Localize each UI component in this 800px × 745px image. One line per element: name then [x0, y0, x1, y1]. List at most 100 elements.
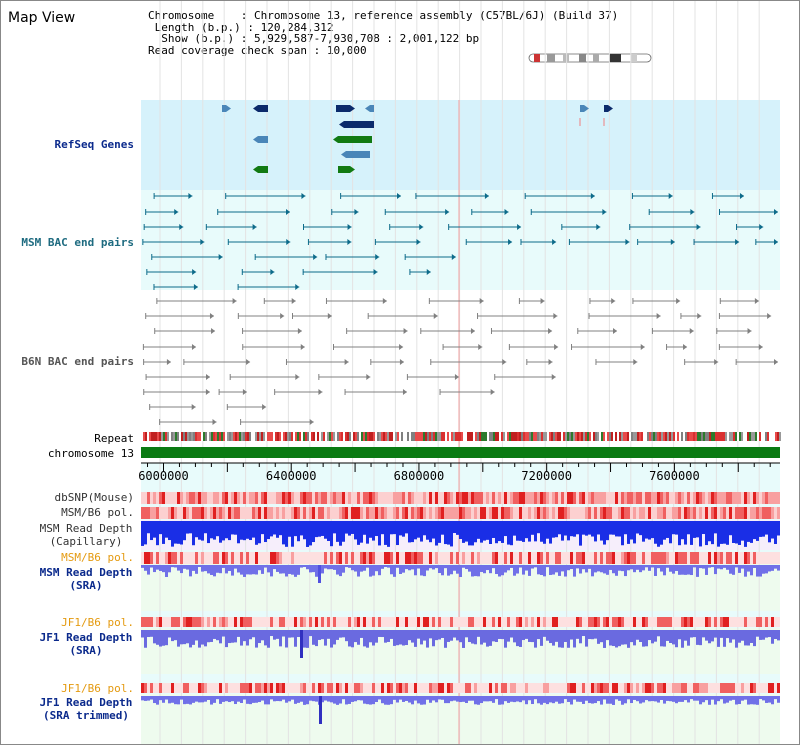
b6n-bac-pair-arrow [551, 374, 556, 380]
jf1-sra-depth-bar [219, 630, 222, 644]
repeat-segment [545, 432, 547, 441]
msm-capillary-depth-bar [231, 521, 234, 535]
jf1-sra-depth-bar [573, 630, 576, 648]
msm-capillary-depth-bar [750, 521, 753, 543]
jf1-b6-pol2-segment [195, 683, 198, 693]
msm-capillary-depth-bar [459, 521, 462, 540]
msm-sra-depth-bar [564, 565, 567, 577]
jf1-b6-pol2-segment [753, 683, 756, 693]
msm-sra-depth-bar [180, 565, 183, 574]
msm-b6-pol2-segment [639, 552, 642, 564]
b6n-bac-pair-arrow [633, 359, 638, 365]
msm-bac-pair-arrow [313, 254, 318, 260]
msm-b6-pol2-segment [777, 552, 780, 564]
jf1-trim-depth-bar [660, 696, 663, 701]
repeat-segment [407, 432, 409, 441]
jf1-sra-depth-bar [294, 630, 297, 647]
b6n-bac-pair-arrow [366, 374, 371, 380]
jf1-trim-depth-bar [699, 696, 702, 705]
msm-capillary-depth-bar [153, 521, 156, 538]
repeat-segment [743, 432, 745, 441]
msm-capillary-depth-bar [189, 521, 192, 534]
msm-sra-depth-bar [603, 565, 606, 574]
repeat-segment [141, 432, 143, 441]
msm-capillary-depth-bar [297, 521, 300, 542]
msm-sra-depth-bar [651, 565, 654, 568]
dbsnp-segment [210, 492, 213, 504]
msm-capillary-depth-bar [633, 521, 636, 544]
repeat-segment [349, 432, 351, 441]
msm-sra-depth-bar [297, 565, 300, 575]
repeat-segment [581, 432, 583, 441]
msm-b6-pol-segment [210, 507, 213, 519]
dbsnp-segment [531, 492, 534, 504]
jf1-sra-depth-bar [327, 630, 330, 639]
msm-b6-pol2-segment [600, 552, 603, 564]
msm-b6-pol-segment [756, 507, 759, 519]
msm-capillary-depth-bar [294, 521, 297, 537]
msm-b6-pol2-segment [462, 552, 465, 564]
jf1-sra-depth-bar [663, 630, 666, 647]
jf1-b6-pol2-segment [513, 683, 516, 693]
msm-b6-pol-segment [345, 507, 348, 519]
msm-capillary-depth-bar [234, 521, 237, 535]
jf1-b6-pol2-segment [711, 683, 714, 693]
jf1-b6-pol-segment [234, 617, 237, 627]
msm-sra-depth-bar [324, 565, 327, 569]
jf1-b6-pol-segment [321, 617, 324, 627]
msm-b6-pol-segment [333, 507, 336, 519]
msm-sra-depth-bar [705, 565, 708, 575]
msm-sra-depth-bar [195, 565, 198, 574]
msm-b6-pol2-segment [624, 552, 627, 564]
repeat-segment [529, 432, 531, 441]
jf1-trim-depth-bar [300, 696, 303, 702]
chromosome-ideogram[interactable] [527, 52, 653, 64]
msm-sra-depth-bar [372, 565, 375, 576]
msm-b6-pol2-segment [453, 552, 456, 564]
label-jf1-b6-pol-1: JF1/B6 pol. [61, 616, 134, 629]
jf1-b6-pol-segment [498, 617, 501, 627]
repeat-segment [609, 432, 611, 441]
msm-b6-pol2-segment [738, 552, 741, 564]
jf1-sra-depth-bar [765, 630, 768, 638]
repeat-segment [165, 432, 167, 441]
msm-sra-depth-bar [153, 565, 156, 573]
repeat-segment [721, 432, 723, 441]
dbsnp-segment [186, 492, 189, 504]
gene-arrow [253, 136, 258, 143]
msm-b6-pol2-segment [294, 552, 297, 564]
msm-b6-pol-segment [696, 507, 699, 519]
jf1-b6-pol-segment [717, 617, 720, 627]
msm-b6-pol-segment [177, 507, 180, 519]
msm-b6-pol-segment [303, 507, 306, 519]
jf1-b6-pol2-segment [726, 683, 729, 693]
jf1-sra-depth-bar [339, 630, 342, 638]
jf1-b6-pol-segment [762, 617, 765, 627]
jf1-trim-depth-bar [453, 696, 456, 701]
msm-sra-depth-bar [288, 565, 291, 574]
jf1-b6-pol-segment [723, 617, 726, 627]
refseq-gene [370, 105, 374, 112]
jf1-b6-pol-segment [594, 617, 597, 627]
jf1-b6-pol2-segment [321, 683, 324, 693]
jf1-trim-depth-bar [156, 696, 159, 705]
jf1-trim-depth-bar [711, 696, 714, 700]
msm-b6-pol-segment [597, 507, 600, 519]
msm-b6-pol2-segment [618, 552, 621, 564]
msm-sra-depth-bar [687, 565, 690, 575]
repeat-segment [641, 432, 643, 441]
jf1-b6-pol-segment [147, 617, 150, 627]
msm-b6-pol-segment [648, 507, 651, 519]
dbsnp-segment [315, 492, 318, 504]
repeat-segment [319, 432, 321, 441]
msm-capillary-depth-bar [426, 521, 429, 540]
dbsnp-segment [621, 492, 624, 504]
msm-capillary-depth-bar [720, 521, 723, 544]
msm-capillary-depth-bar [549, 521, 552, 544]
msm-b6-pol2-segment [696, 552, 699, 564]
jf1-b6-pol-segment [432, 617, 435, 627]
label-b6n-bac: B6N BAC end pairs [21, 355, 134, 368]
repeat-segment [649, 432, 651, 441]
length-label: Length (b.p.) [154, 20, 241, 34]
